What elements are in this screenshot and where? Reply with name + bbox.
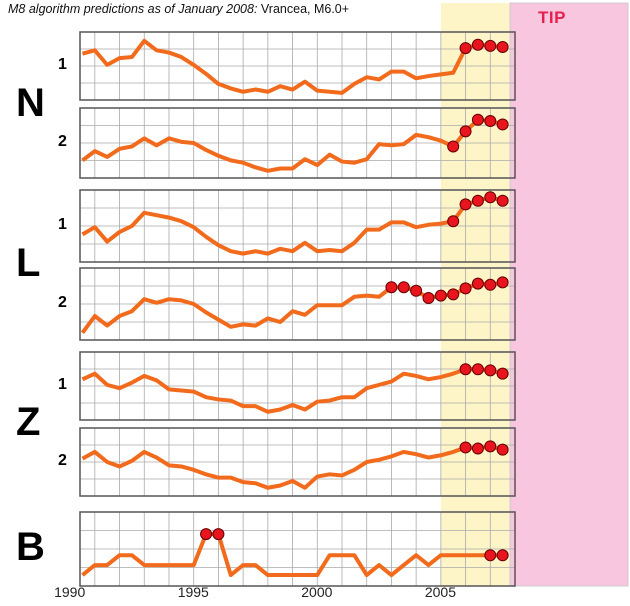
alarm-marker: [200, 528, 213, 541]
alarm-marker: [459, 441, 472, 454]
alarm-marker: [471, 277, 484, 290]
panel-frame: [79, 511, 516, 587]
tip-label: TIP: [538, 8, 566, 27]
alarm-marker: [459, 125, 472, 138]
series-line-N2: [81, 117, 504, 173]
panel-sub-label: 2: [58, 133, 67, 150]
panel-frame: [79, 189, 516, 263]
alarm-marker: [496, 443, 509, 456]
panel-sub-label: 2: [58, 294, 67, 311]
alarm-marker: [484, 549, 497, 562]
series-line-B: [81, 532, 503, 578]
group-label: B: [16, 525, 45, 569]
series-line-N1: [81, 38, 503, 95]
alarm-marker: [471, 113, 484, 126]
alarm-marker: [434, 289, 447, 302]
alarm-marker: [459, 363, 472, 376]
x-tick-label: 1990: [54, 584, 86, 600]
alarm-marker: [484, 191, 497, 204]
alarm-marker: [447, 215, 460, 228]
alarm-marker: [410, 284, 423, 297]
alarm-marker: [496, 276, 509, 289]
panel-sub-label: 1: [58, 376, 67, 393]
alarm-marker: [484, 278, 497, 291]
alarm-marker: [397, 281, 410, 294]
panel-sub-label: 1: [58, 216, 67, 233]
alarm-marker: [496, 40, 509, 53]
panel-frame: [79, 107, 516, 179]
alarm-marker: [496, 549, 509, 562]
alarm-marker: [496, 194, 509, 207]
group-label: N: [16, 81, 45, 125]
panel-frame: [79, 351, 516, 421]
alarm-marker: [471, 194, 484, 207]
tip-shade: [509, 2, 629, 587]
x-tick-label: 1995: [177, 584, 209, 600]
alarm-marker: [484, 440, 497, 453]
series-line-L1: [81, 195, 504, 256]
x-tick-label: 2000: [301, 584, 333, 600]
alarm-marker: [496, 118, 509, 131]
alarm-marker: [212, 528, 225, 541]
alarm-marker: [447, 288, 460, 301]
alarm-marker: [422, 292, 435, 304]
alarm-marker: [484, 364, 497, 377]
alarm-marker: [459, 282, 472, 295]
alarm-marker: [471, 363, 484, 376]
panel-frame: [79, 267, 516, 341]
series-line-Z1: [81, 367, 504, 414]
alarm-marker: [459, 42, 472, 55]
panel-frame: [79, 31, 516, 101]
panel-frame: [79, 427, 516, 497]
alarm-marker: [484, 39, 497, 52]
panel-sub-label: 2: [58, 452, 67, 469]
x-tick-label: 2005: [424, 584, 456, 600]
alarm-marker: [484, 114, 497, 127]
alarm-marker: [447, 140, 460, 153]
alarm-marker: [471, 38, 484, 51]
alarm-marker: [459, 198, 472, 211]
chart-title: M8 algorithm predictions as of January 2…: [8, 2, 350, 16]
series-line-Z2: [81, 444, 504, 490]
group-label: Z: [16, 400, 41, 444]
alarm-marker: [496, 367, 509, 380]
panel-sub-label: 1: [58, 56, 67, 73]
alarm-marker: [385, 281, 398, 294]
group-label: L: [16, 241, 41, 285]
alarm-marker: [471, 442, 484, 455]
